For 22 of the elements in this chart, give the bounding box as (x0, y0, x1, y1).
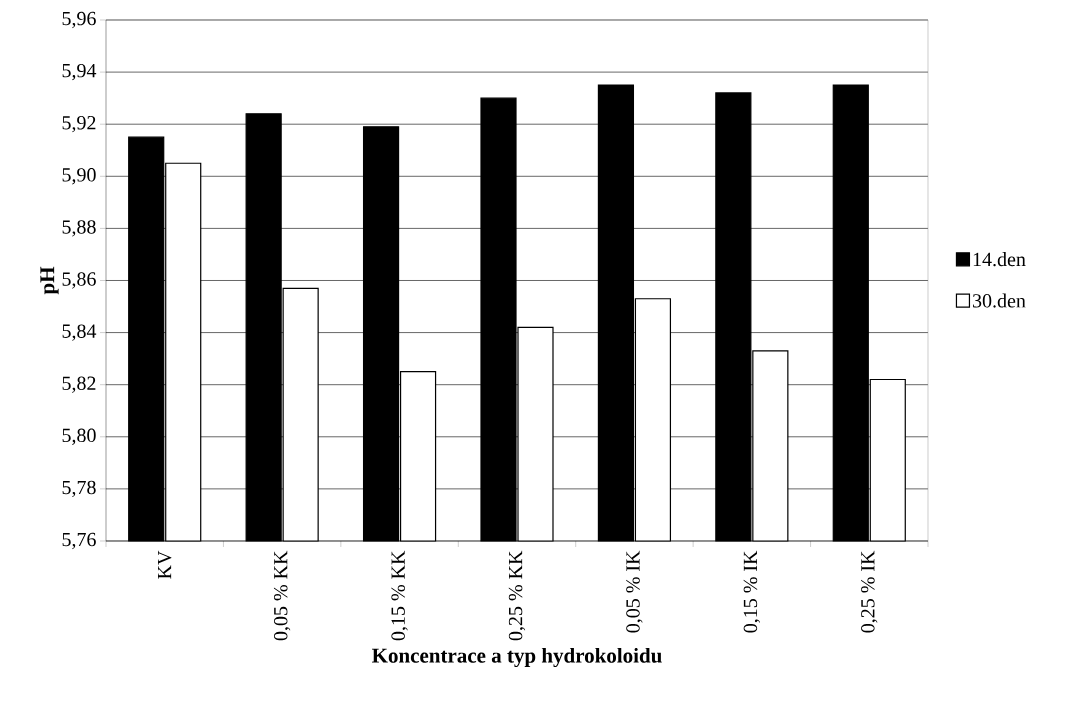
y-tick-label: 5,94 (62, 63, 97, 81)
y-tick-label: 5,84 (62, 324, 97, 341)
y-tick-label: 5,78 (62, 480, 96, 498)
y-tick-label: 5,88 (62, 220, 96, 237)
x-tick-label: 0,15 % KK (391, 550, 408, 641)
y-tick-label: 5,96 (62, 11, 96, 29)
x-axis-title: Koncentrace a typ hydrokoloidu (372, 647, 662, 668)
y-axis-title: pH (40, 266, 59, 295)
legend-label: 14.den (973, 252, 1026, 267)
y-tick-label: 5,90 (62, 168, 96, 185)
x-tick-label: 0,05 % IK (626, 550, 643, 633)
y-tick-label: 5,80 (62, 428, 96, 445)
y-tick-label: 5,82 (62, 376, 96, 393)
x-tick-label: 0,25 % IK (861, 550, 878, 633)
y-tick-label: 5,76 (62, 532, 96, 550)
x-tick-label: 0,15 % IK (743, 550, 761, 633)
y-tick-label: 5,92 (62, 116, 96, 133)
x-tick-label: KV (158, 550, 172, 579)
legend-label: 30.den (973, 293, 1026, 308)
x-tick-label: 0,05 % KK (273, 550, 291, 641)
x-tick-label: 0,25 % KK (508, 550, 526, 641)
y-tick-label: 5,86 (62, 272, 96, 289)
